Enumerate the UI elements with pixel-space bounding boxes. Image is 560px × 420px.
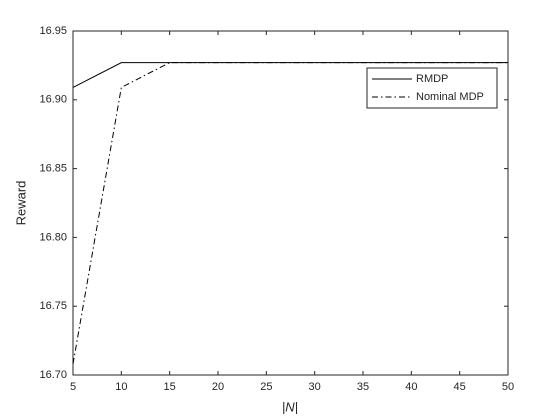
y-tick-label: 16.90 [39,94,67,106]
legend-box [366,67,498,109]
y-tick-label: 16.70 [39,369,67,381]
y-tick-label: 16.80 [39,231,67,243]
x-tick-label: 40 [405,381,417,393]
x-tick-label: 10 [115,381,127,393]
x-tick-label: 35 [357,381,369,393]
x-tick-label: 50 [502,381,514,393]
series-line [72,62,508,365]
x-tick-label: 25 [260,381,272,393]
y-tick-label: 16.85 [39,163,67,175]
x-tick-label: 45 [454,381,466,393]
legend-label: Nominal MDP [416,91,484,103]
plot-frame [72,30,509,376]
y-tick-label: 16.75 [39,300,67,312]
x-tick-label: 30 [309,381,321,393]
y-axis-label: Reward [13,181,28,226]
x-tick-label: 15 [164,381,176,393]
x-axis-label: |N| [282,399,298,414]
y-tick-label: 16.95 [39,25,67,37]
x-tick-label: 5 [70,381,76,393]
legend-label: RMDP [416,73,448,85]
x-tick-label: 20 [212,381,224,393]
